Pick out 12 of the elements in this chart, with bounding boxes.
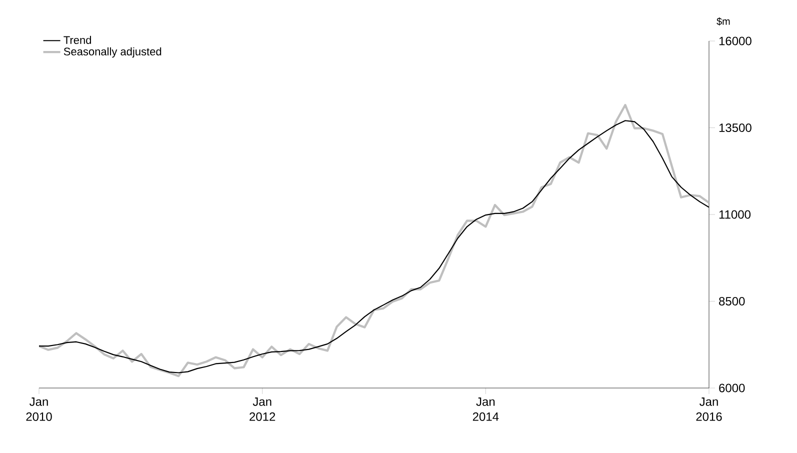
y-axis-title: $m: [716, 17, 730, 26]
y-tick-label: 6000: [719, 384, 745, 392]
x-tick-label: Jan 2014: [472, 398, 499, 421]
legend-label: Trend: [64, 36, 92, 44]
y-tick-label: 11000: [719, 210, 751, 219]
legend-label: Seasonally adjusted: [64, 47, 162, 58]
y-tick-label: 8500: [719, 297, 745, 306]
x-tick-label: Jan 2016: [696, 398, 722, 421]
x-tick-label: Jan 2012: [250, 398, 276, 421]
y-tick-label: 13500: [719, 124, 752, 132]
x-tick-label: Jan 2010: [26, 398, 52, 421]
y-tick-label: 16000: [719, 36, 752, 46]
